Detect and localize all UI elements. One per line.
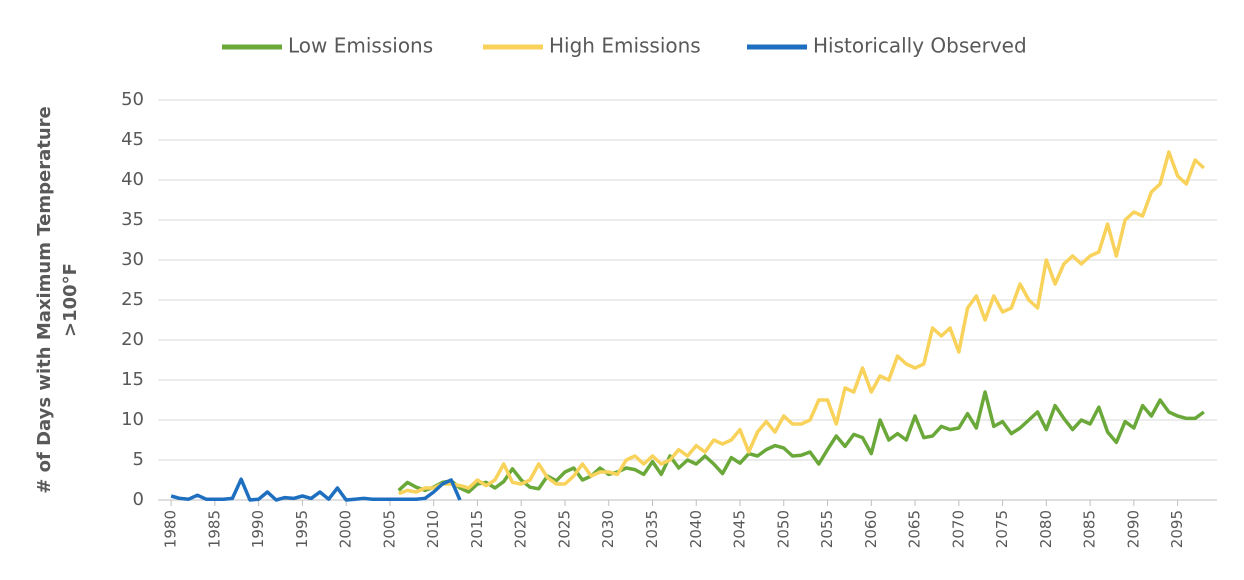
y-tick-label: 20 [121,329,144,350]
legend-label: High Emissions [549,34,701,58]
series-line [398,150,1206,496]
x-tick-label: 2030 [599,510,617,548]
x-tick-label: 2025 [555,510,573,548]
x-tick-label: 2065 [906,510,924,548]
x-tick-label: 2020 [512,510,530,548]
series-line [397,390,1205,494]
y-axis-label-line: # of Days with Maximum Temperature [34,106,55,493]
x-tick-label: 2085 [1081,510,1099,548]
y-tick-label: 50 [121,89,144,110]
x-tick-label: 2070 [949,510,967,548]
x-tick-label: 2080 [1037,510,1055,548]
y-tick-label: 5 [133,449,144,470]
y-tick-label: 40 [121,169,144,190]
legend-label: Historically Observed [813,34,1027,58]
x-tick-label: 1980 [162,510,180,548]
y-tick-label: 0 [133,489,144,510]
x-tick-label: 2035 [643,510,661,548]
x-tick-label: 2015 [468,510,486,548]
y-tick-label: 10 [121,409,144,430]
y-axis-label: # of Days with Maximum Temperature >100°… [34,106,81,493]
x-tick-label: 1995 [293,510,311,548]
x-tick-label: 2060 [862,510,880,548]
x-tick-label: 2090 [1124,510,1142,548]
x-tick-label: 2045 [731,510,749,548]
series-line [170,477,462,502]
x-tick-label: 1985 [205,510,223,548]
x-tick-label: 2050 [774,510,792,548]
legend: Low Emissions High Emissions Historically … [222,34,1027,58]
y-tick-label: 35 [121,209,144,230]
x-tick-label: 2095 [1168,510,1186,548]
x-tick-label: 2005 [380,510,398,548]
y-tick-label: 45 [121,129,144,150]
x-tick-label: 1990 [249,510,267,548]
x-tick-label: 2040 [687,510,705,548]
y-tick-label: 15 [121,369,144,390]
x-tick-label: 2010 [424,510,442,548]
legend-label: Low Emissions [288,34,433,58]
x-tick-label: 2000 [337,510,355,548]
y-axis-label-line: >100°F [60,263,81,337]
x-tick-label: 2075 [993,510,1011,548]
x-tick-label: 2055 [818,510,836,548]
y-tick-label: 25 [121,289,144,310]
y-tick-label: 30 [121,249,144,270]
